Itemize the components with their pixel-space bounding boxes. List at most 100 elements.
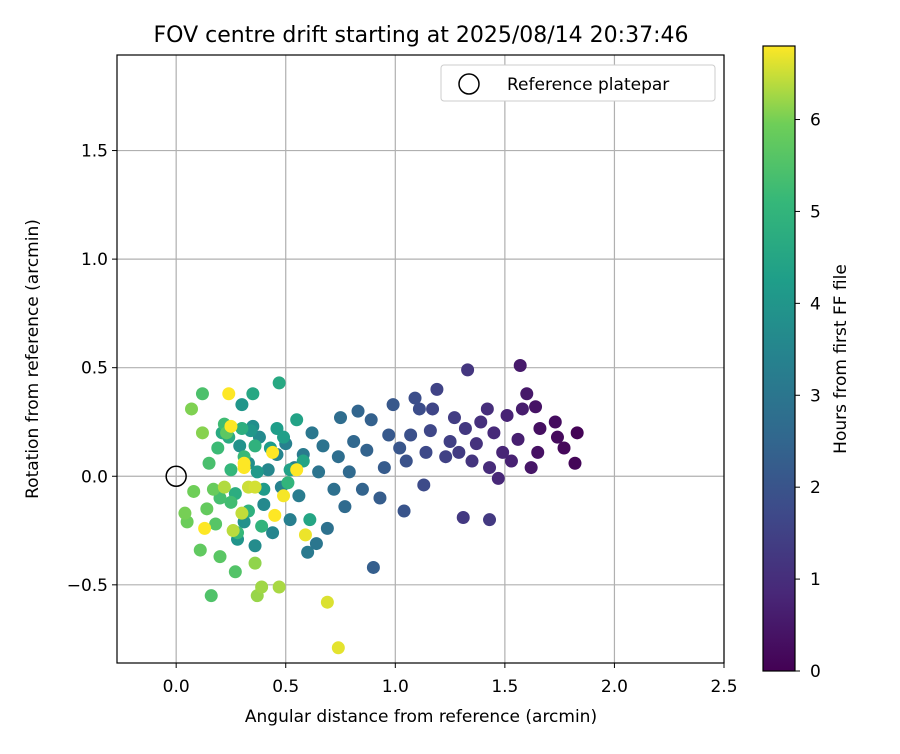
data-point [458,421,472,435]
data-point [224,419,238,433]
data-point [298,528,312,542]
colorbar-tick-label: 0 [810,662,821,682]
data-point [224,463,238,477]
data-point [469,437,483,451]
data-point [529,400,543,414]
data-point [373,491,387,505]
data-point [248,556,262,570]
plot-frame [116,54,725,664]
data-point [268,508,282,522]
data-point [248,539,262,553]
data-point [399,454,413,468]
data-point [423,424,437,438]
data-point [360,443,374,457]
data-point [447,411,461,425]
legend: Reference platepar [440,64,716,102]
data-point [412,402,426,416]
data-point [309,537,323,551]
data-point [237,456,251,470]
data-point [548,415,562,429]
data-point [266,445,280,459]
data-point [456,511,470,525]
data-point [195,426,209,440]
colorbar-tick-label: 6 [810,111,821,131]
data-point [283,513,297,527]
data-point [266,526,280,540]
data-point [465,454,479,468]
data-point [568,456,582,470]
chart-title: FOV centre drift starting at 2025/08/14 … [154,23,689,48]
data-point [222,387,236,401]
data-point [246,387,260,401]
reference-platepar-marker [165,465,187,488]
colorbar-tick-label: 5 [810,202,821,222]
data-point [452,445,466,459]
data-point [187,484,201,498]
data-point [419,445,433,459]
y-tick-label: −0.5 [67,576,108,596]
y-tick-label: 0.0 [81,467,108,487]
data-point [281,476,295,490]
data-point [496,445,510,459]
data-point [557,441,571,455]
data-point [511,432,525,446]
colorbar-tick-label: 3 [810,386,821,406]
data-point [382,428,396,442]
colorbar: 0 1 2 3 4 5 6 Hours from first FF file [762,45,851,682]
data-point [261,463,275,477]
data-point [483,461,497,475]
y-axis-ticks: −0.5 0.0 0.5 1.0 1.5 [67,142,117,596]
data-point [290,413,304,427]
data-point [305,426,319,440]
x-axis-ticks: 0.0 0.5 1.0 1.5 2.0 2.5 [163,663,738,697]
data-point [386,398,400,412]
grid-lines [117,55,725,663]
data-point [235,506,249,520]
colorbar-tick-label: 4 [810,294,821,314]
data-point [377,461,391,475]
data-point [550,430,564,444]
data-point [303,513,317,527]
data-point [426,402,440,416]
data-point [178,506,192,520]
data-point [515,402,529,416]
data-point [248,480,262,494]
data-point [320,595,334,609]
data-point [364,413,378,427]
data-point [331,641,345,655]
data-point [334,411,348,425]
legend-box [440,64,716,102]
data-point [533,421,547,435]
data-point [248,439,262,453]
data-point [366,560,380,574]
data-point [443,435,457,449]
data-point [226,524,240,538]
data-point [504,454,518,468]
x-tick-label: 1.0 [382,677,409,697]
x-tick-label: 0.0 [163,677,190,697]
x-tick-label: 2.5 [710,677,737,697]
data-point [202,456,216,470]
data-point [513,359,527,373]
colorbar-tick-label: 2 [810,478,821,498]
y-tick-label: 1.5 [81,142,108,162]
y-tick-label: 1.0 [81,250,108,270]
plot-area [116,54,725,664]
data-point [200,502,214,516]
data-point [255,519,269,533]
data-point [235,398,249,412]
data-point [209,517,223,531]
data-point [217,480,231,494]
x-tick-label: 2.0 [601,677,628,697]
data-point [195,387,209,401]
y-tick-label: 0.5 [81,359,108,379]
colorbar-tick-label: 1 [810,570,821,590]
data-point [524,461,538,475]
data-point [531,445,545,459]
data-point [487,426,501,440]
data-point [491,471,505,485]
data-point [204,589,218,603]
data-point [228,565,242,579]
data-point [213,550,227,564]
